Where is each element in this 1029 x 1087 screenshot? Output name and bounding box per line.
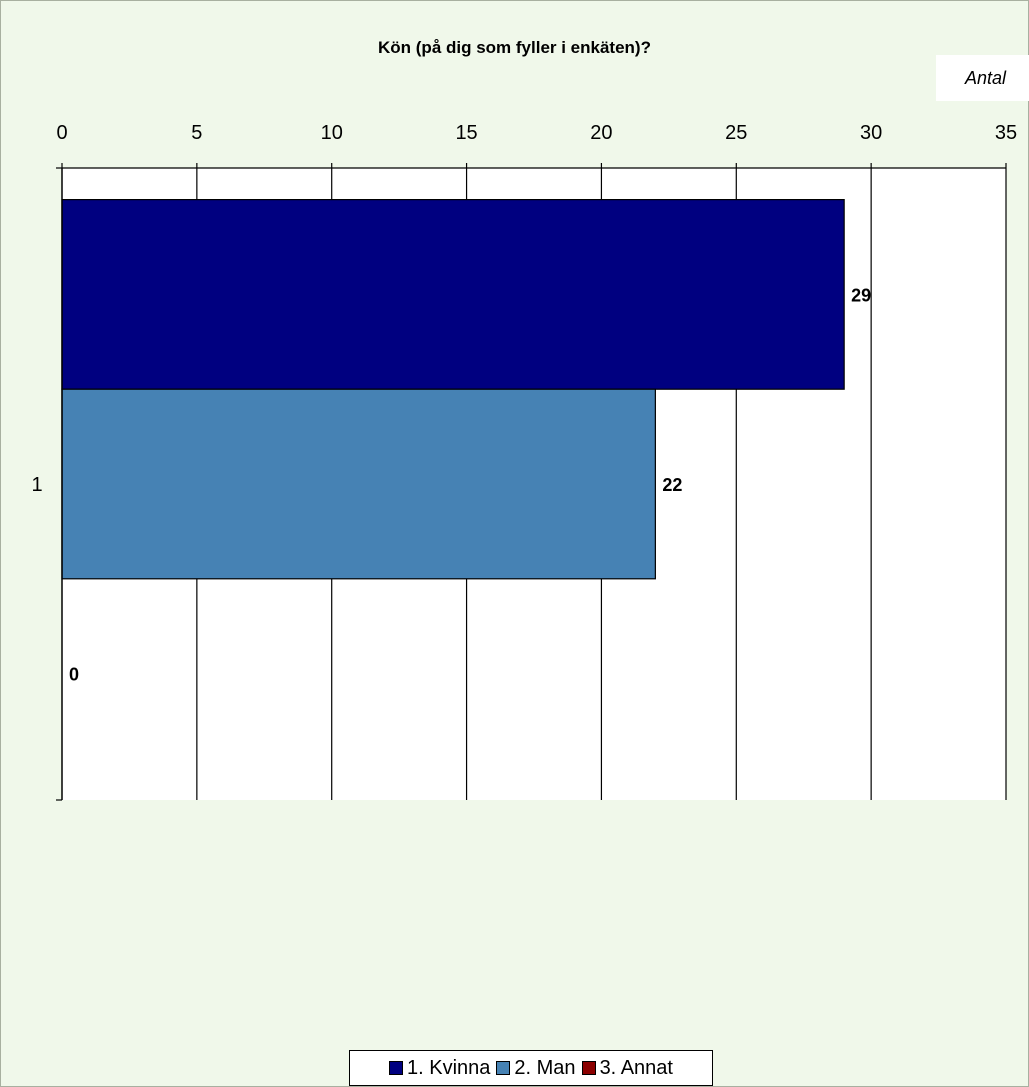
legend-label: 3. Annat — [599, 1056, 673, 1079]
data-labels: 29 22 0 — [69, 285, 871, 684]
legend-item: 1. Kvinna — [389, 1057, 490, 1080]
x-axis-ticks: 0 5 10 15 20 25 30 35 — [56, 122, 1017, 169]
axis-unit-label: Antal — [964, 68, 1006, 88]
legend-label: 1. Kvinna — [407, 1056, 491, 1079]
legend-item: 3. Annat — [581, 1056, 673, 1080]
bar-2-man — [61, 388, 656, 580]
legend-swatch — [581, 1061, 596, 1075]
data-label: 22 — [662, 475, 682, 495]
x-tick-label: 25 — [725, 122, 747, 144]
data-label: 29 — [851, 285, 871, 305]
y-axis: 1 — [31, 167, 63, 801]
legend-swatch — [389, 1061, 404, 1075]
legend: 1. Kvinna 2. Man 3. Annat — [349, 1050, 713, 1086]
x-tick-label: 10 — [321, 122, 343, 144]
bars — [61, 199, 845, 580]
x-tick-label: 20 — [590, 122, 612, 144]
x-tick-label: 30 — [860, 122, 882, 144]
unit-label-box — [936, 55, 1029, 101]
x-tick-label: 5 — [191, 122, 202, 144]
x-tick-label: 35 — [995, 122, 1017, 144]
x-tick-label: 0 — [56, 122, 67, 144]
data-label: 0 — [69, 665, 79, 685]
x-tick-label: 15 — [455, 122, 477, 144]
chart-title: Kön (på dig som fyller i enkäten)? — [378, 38, 651, 57]
legend-item: 2. Man — [496, 1056, 576, 1080]
bar-1-kvinna — [61, 199, 845, 390]
y-category-label: 1 — [31, 474, 42, 496]
legend-label: 2. Man — [514, 1056, 576, 1079]
legend-swatch — [496, 1061, 511, 1075]
